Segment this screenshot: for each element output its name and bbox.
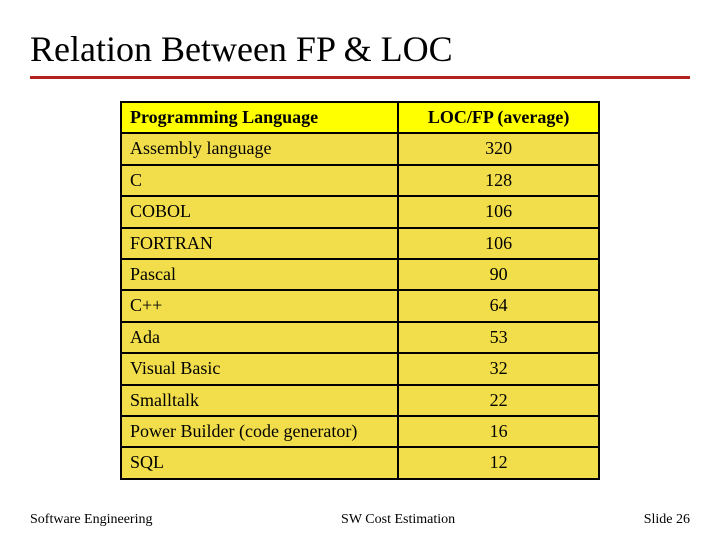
cell-lang: Smalltalk — [121, 385, 398, 416]
cell-value: 106 — [398, 196, 599, 227]
slide: Relation Between FP & LOC Programming La… — [0, 0, 720, 540]
cell-lang: Visual Basic — [121, 353, 398, 384]
cell-value: 32 — [398, 353, 599, 384]
table-row: Assembly language320 — [121, 133, 599, 164]
cell-value: 90 — [398, 259, 599, 290]
cell-value: 12 — [398, 447, 599, 478]
title-underline — [30, 76, 690, 79]
cell-lang: C++ — [121, 290, 398, 321]
footer-right: Slide 26 — [644, 512, 690, 528]
footer-left: Software Engineering — [30, 512, 152, 528]
table-row: COBOL106 — [121, 196, 599, 227]
cell-lang: Ada — [121, 322, 398, 353]
cell-value: 53 — [398, 322, 599, 353]
cell-value: 22 — [398, 385, 599, 416]
table-row: C128 — [121, 165, 599, 196]
table-row: Pascal90 — [121, 259, 599, 290]
col-header-locfp: LOC/FP (average) — [398, 102, 599, 133]
cell-value: 320 — [398, 133, 599, 164]
slide-footer: Software Engineering SW Cost Estimation … — [0, 512, 720, 528]
cell-lang: C — [121, 165, 398, 196]
table-container: Programming Language LOC/FP (average) As… — [120, 101, 600, 480]
table-row: Visual Basic32 — [121, 353, 599, 384]
cell-value: 16 — [398, 416, 599, 447]
table-body: Assembly language320 C128 COBOL106 FORTR… — [121, 133, 599, 478]
table-row: FORTRAN106 — [121, 228, 599, 259]
cell-value: 64 — [398, 290, 599, 321]
cell-value: 128 — [398, 165, 599, 196]
cell-lang: FORTRAN — [121, 228, 398, 259]
table-row: Power Builder (code generator)16 — [121, 416, 599, 447]
table-row: Smalltalk22 — [121, 385, 599, 416]
table-row: SQL12 — [121, 447, 599, 478]
footer-center: SW Cost Estimation — [341, 512, 455, 528]
cell-value: 106 — [398, 228, 599, 259]
table-header-row: Programming Language LOC/FP (average) — [121, 102, 599, 133]
cell-lang: COBOL — [121, 196, 398, 227]
table-row: C++64 — [121, 290, 599, 321]
cell-lang: Power Builder (code generator) — [121, 416, 398, 447]
cell-lang: Assembly language — [121, 133, 398, 164]
cell-lang: SQL — [121, 447, 398, 478]
cell-lang: Pascal — [121, 259, 398, 290]
slide-title: Relation Between FP & LOC — [30, 28, 690, 76]
col-header-language: Programming Language — [121, 102, 398, 133]
table-row: Ada53 — [121, 322, 599, 353]
loc-fp-table: Programming Language LOC/FP (average) As… — [120, 101, 600, 480]
